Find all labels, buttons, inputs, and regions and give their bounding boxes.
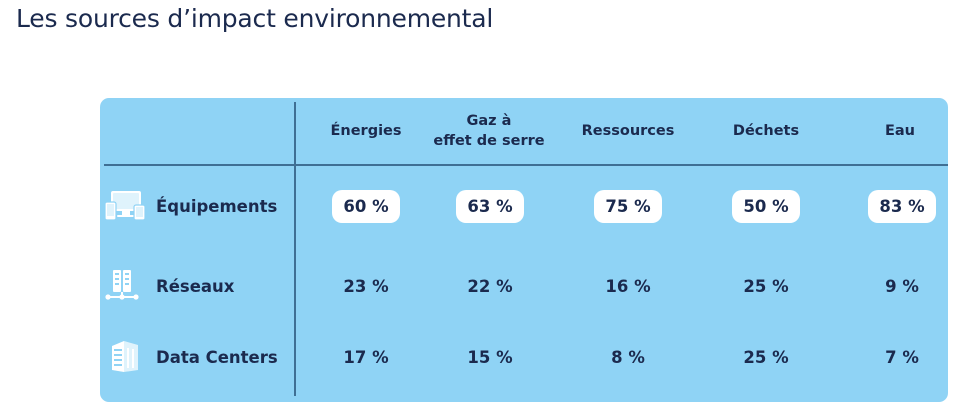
- cell-equipements-gaz: 63 %: [440, 180, 540, 232]
- row-label: Équipements: [156, 196, 278, 216]
- cell-equipements-eau: 83 %: [852, 180, 952, 232]
- row-header-equipements: Équipements: [104, 180, 277, 232]
- cell-equipements-dechets: 50 %: [716, 180, 816, 232]
- row-header-reseaux: Réseaux: [104, 264, 234, 308]
- value-pill: 75 %: [594, 189, 662, 223]
- table-row: Réseaux 23 % 22 % 16 % 25 % 9 %: [100, 264, 948, 308]
- value-text: 25 %: [743, 276, 789, 296]
- value-pill: 83 %: [868, 189, 936, 223]
- value-pill: 50 %: [732, 189, 800, 223]
- value-pill: 63 %: [456, 189, 524, 223]
- row-label: Data Centers: [156, 347, 278, 367]
- network-icon: [104, 268, 146, 304]
- cell-equipements-energies: 60 %: [314, 180, 418, 232]
- value-text: 7 %: [885, 347, 919, 367]
- cell-data-centers-dechets: 25 %: [716, 334, 816, 380]
- cell-data-centers-energies: 17 %: [314, 334, 418, 380]
- table-row: Équipements 60 % 63 % 75 % 50 % 83 %: [100, 180, 948, 232]
- value-text: 16 %: [605, 276, 651, 296]
- column-header-ressources: Ressources: [581, 123, 675, 139]
- cell-data-centers-gaz: 15 %: [440, 334, 540, 380]
- cell-equipements-ressources: 75 %: [578, 180, 678, 232]
- column-header-gaz-effet-de-serre: Gaz à effet de serre: [433, 113, 545, 149]
- value-text: 22 %: [467, 276, 513, 296]
- devices-icon: [104, 188, 146, 224]
- value-text: 9 %: [885, 276, 919, 296]
- table-row: Data Centers 17 % 15 % 8 % 25 % 7 %: [100, 334, 948, 380]
- row-label: Réseaux: [156, 276, 235, 296]
- value-pill: 60 %: [332, 189, 400, 223]
- column-divider: [294, 102, 296, 396]
- column-header-energies: Énergies: [330, 123, 402, 139]
- value-text: 23 %: [343, 276, 389, 296]
- column-header-eau: Eau: [884, 123, 915, 139]
- cell-data-centers-eau: 7 %: [852, 334, 952, 380]
- cell-data-centers-ressources: 8 %: [578, 334, 678, 380]
- impact-table: Énergies Gaz à effet de serre Ressources…: [100, 98, 948, 402]
- column-header-dechets: Déchets: [732, 123, 800, 139]
- row-header-data-centers: Data Centers: [104, 334, 278, 380]
- server-rack-icon: [104, 339, 146, 375]
- cell-reseaux-ressources: 16 %: [578, 264, 678, 308]
- cell-reseaux-dechets: 25 %: [716, 264, 816, 308]
- value-text: 25 %: [743, 347, 789, 367]
- value-text: 8 %: [611, 347, 645, 367]
- page-title: Les sources d’impact environnemental: [16, 4, 494, 33]
- cell-reseaux-eau: 9 %: [852, 264, 952, 308]
- cell-reseaux-gaz: 22 %: [440, 264, 540, 308]
- value-text: 15 %: [467, 347, 513, 367]
- cell-reseaux-energies: 23 %: [314, 264, 418, 308]
- header-divider: [104, 164, 948, 166]
- value-text: 17 %: [343, 347, 389, 367]
